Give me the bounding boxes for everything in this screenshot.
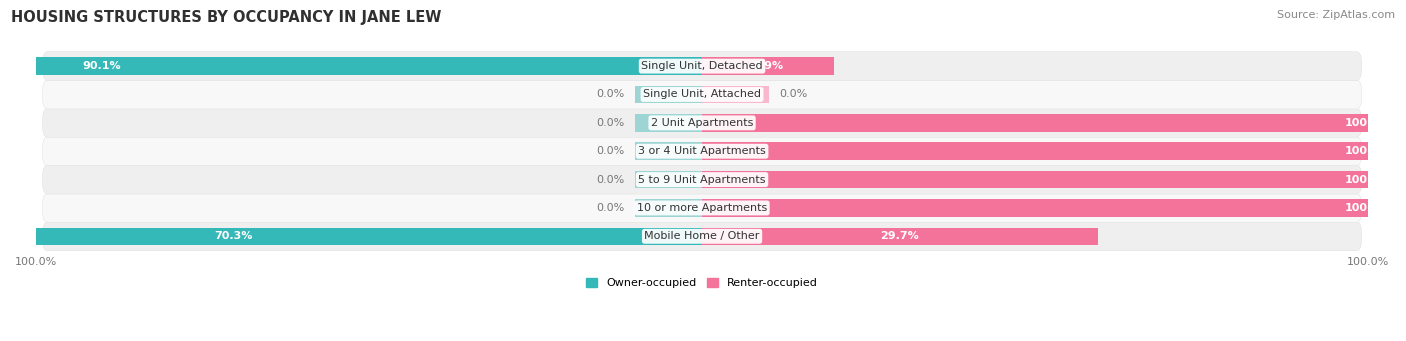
Bar [702, 114, 1406, 132]
FancyBboxPatch shape [42, 165, 1361, 194]
Text: 2 Unit Apartments: 2 Unit Apartments [651, 118, 754, 128]
Text: 0.0%: 0.0% [596, 175, 624, 184]
Bar [636, 86, 702, 103]
FancyBboxPatch shape [42, 51, 1361, 80]
Text: 100.0%: 100.0% [1346, 175, 1391, 184]
Text: Source: ZipAtlas.com: Source: ZipAtlas.com [1277, 10, 1395, 20]
Text: 100.0%: 100.0% [1346, 118, 1391, 128]
Text: 70.3%: 70.3% [215, 231, 253, 241]
Bar [636, 171, 702, 188]
FancyBboxPatch shape [42, 80, 1361, 109]
Bar [702, 199, 1406, 217]
Text: Mobile Home / Other: Mobile Home / Other [644, 231, 759, 241]
Text: 0.0%: 0.0% [596, 146, 624, 156]
Bar [702, 57, 834, 75]
Text: 10 or more Apartments: 10 or more Apartments [637, 203, 768, 213]
Bar [702, 227, 1098, 245]
Text: 90.1%: 90.1% [83, 61, 121, 71]
FancyBboxPatch shape [42, 108, 1361, 137]
Text: Single Unit, Detached: Single Unit, Detached [641, 61, 763, 71]
Text: 3 or 4 Unit Apartments: 3 or 4 Unit Apartments [638, 146, 766, 156]
Bar [636, 199, 702, 217]
Bar [702, 86, 769, 103]
Bar [636, 143, 702, 160]
Bar [702, 143, 1406, 160]
Text: 0.0%: 0.0% [596, 118, 624, 128]
Text: HOUSING STRUCTURES BY OCCUPANCY IN JANE LEW: HOUSING STRUCTURES BY OCCUPANCY IN JANE … [11, 10, 441, 25]
Legend: Owner-occupied, Renter-occupied: Owner-occupied, Renter-occupied [582, 273, 823, 293]
Bar [0, 227, 702, 245]
Text: Single Unit, Attached: Single Unit, Attached [643, 89, 761, 100]
Text: 9.9%: 9.9% [752, 61, 783, 71]
Text: 0.0%: 0.0% [596, 89, 624, 100]
Text: 100.0%: 100.0% [1346, 146, 1391, 156]
FancyBboxPatch shape [42, 222, 1361, 251]
Text: 0.0%: 0.0% [779, 89, 807, 100]
Text: 29.7%: 29.7% [880, 231, 920, 241]
FancyBboxPatch shape [42, 193, 1361, 222]
FancyBboxPatch shape [42, 137, 1361, 166]
Text: 0.0%: 0.0% [596, 203, 624, 213]
Text: 5 to 9 Unit Apartments: 5 to 9 Unit Apartments [638, 175, 766, 184]
Text: 100.0%: 100.0% [1346, 203, 1391, 213]
Bar [702, 171, 1406, 188]
Bar [636, 114, 702, 132]
Bar [0, 57, 702, 75]
